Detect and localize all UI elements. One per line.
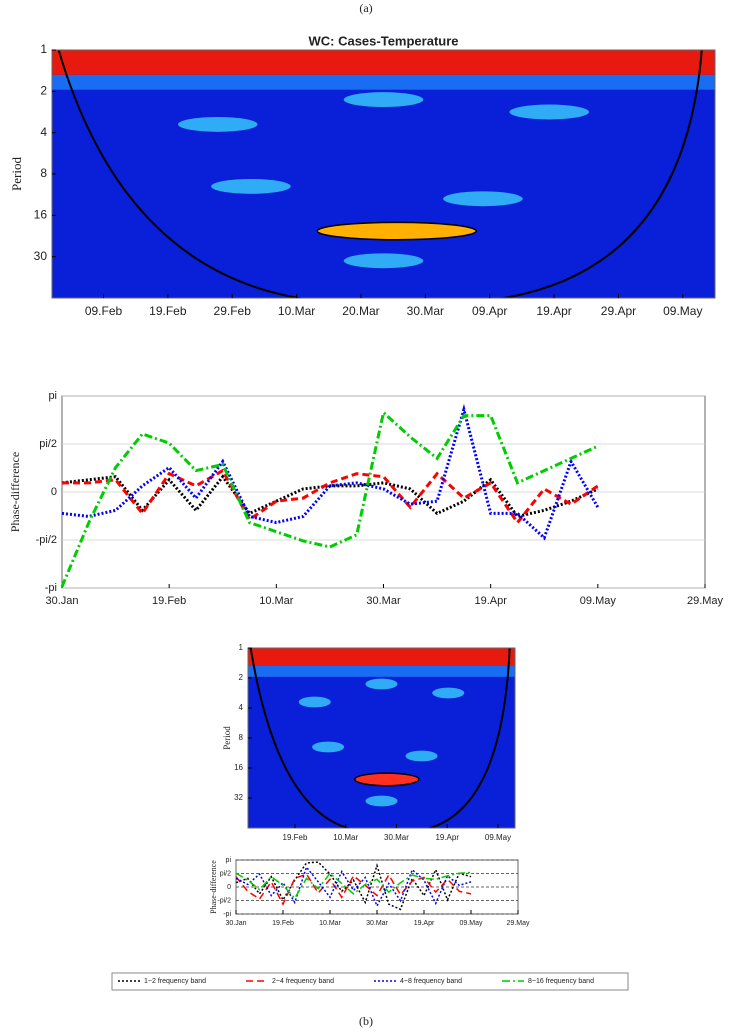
x-tick-label: 29.Apr (601, 304, 636, 318)
x-tick-label: 10.Mar (259, 595, 294, 607)
cone-of-influence (57, 50, 703, 298)
heatmap-blob (365, 795, 398, 807)
heatmap-blob (343, 92, 424, 108)
x-tick-label: 10.Mar (278, 304, 315, 318)
x-tick-label: 29.May (687, 595, 724, 607)
heatmap-band (52, 50, 715, 75)
y-tick-label: -pi/2 (36, 534, 57, 546)
y-tick-label: 8 (40, 166, 47, 180)
legend-box (111, 972, 629, 991)
y-tick-label: 0 (51, 486, 57, 498)
y-tick-label: -pi (45, 582, 57, 594)
x-tick-label: 29.Feb (214, 304, 252, 318)
x-tick-label: 19.Feb (272, 920, 294, 927)
x-tick-label: 19.Feb (283, 833, 308, 842)
series-line (60, 409, 599, 588)
x-tick-label: 09.May (580, 595, 617, 607)
heatmap-hot (354, 772, 420, 787)
x-tick-label: 09.Apr (472, 304, 507, 318)
heatmap-blob (211, 178, 291, 194)
y-axis-label: Period (222, 726, 232, 750)
x-tick-label: 09.Feb (85, 304, 123, 318)
y-tick-label: 2 (239, 673, 244, 682)
y-axis-label: Phase-difference (8, 452, 22, 532)
x-tick-label: 19.Apr (414, 920, 435, 927)
heatmap-blob (365, 678, 398, 690)
heatmap-blob (298, 696, 331, 708)
y-tick-label: pi (48, 390, 57, 402)
x-tick-label: 19.Feb (149, 304, 187, 318)
y-tick-label: 4 (40, 125, 47, 139)
heatmap-band (52, 74, 715, 90)
x-tick-label: 19.Apr (536, 304, 571, 318)
y-tick-label: pi/2 (220, 870, 231, 877)
heatmap-blob (177, 116, 258, 132)
series-line (61, 474, 599, 519)
legend-label: 1~2 frequency band (144, 978, 206, 985)
x-tick-label: 19.Apr (435, 833, 459, 842)
series-line (235, 861, 472, 911)
y-tick-label: pi/2 (39, 438, 57, 450)
y-tick-label: 1 (40, 42, 47, 56)
x-tick-label: 30.Jan (45, 595, 78, 607)
x-tick-label: 09.May (663, 304, 702, 318)
y-tick-label: 16 (234, 763, 243, 772)
x-tick-label: 19.Apr (474, 595, 507, 607)
y-tick-label: 8 (239, 733, 244, 742)
x-tick-label: 20.Mar (342, 304, 379, 318)
y-axis-label: Period (9, 157, 24, 191)
legend-label: 2~4 frequency band (272, 978, 334, 985)
x-tick-label: 09.May (485, 833, 511, 842)
y-tick-label: -pi (223, 911, 231, 918)
y-tick-label: 16 (34, 208, 48, 222)
x-tick-label: 30.Mar (384, 833, 409, 842)
heatmap (248, 648, 515, 828)
caption: (b) (359, 1014, 373, 1028)
heatmap-blob (443, 191, 523, 207)
heatmap-blob (405, 750, 438, 762)
y-tick-label: 32 (234, 793, 243, 802)
x-tick-label: 30.Mar (366, 595, 401, 607)
heatmap-blob (432, 687, 465, 699)
legend-label: 4~8 frequency band (400, 978, 462, 985)
heatmap (52, 50, 715, 298)
y-tick-label: pi (226, 857, 232, 864)
y-tick-label: 0 (227, 884, 231, 891)
heatmap-blob (343, 253, 424, 269)
x-tick-label: 10.Mar (333, 833, 358, 842)
heatmap-hot (316, 221, 478, 241)
heatmap-band (248, 666, 515, 677)
x-tick-label: 30.Mar (407, 304, 444, 318)
y-axis-label: Phase-difference (209, 860, 218, 914)
caption: (a) (359, 1, 372, 15)
y-tick-label: 30 (34, 249, 48, 263)
heatmap-blob (509, 104, 590, 120)
y-tick-label: 2 (40, 84, 47, 98)
x-tick-label: 30.Mar (366, 920, 388, 927)
x-tick-label: 10.Mar (319, 920, 341, 927)
heatmap-band (248, 648, 515, 666)
x-tick-label: 09.May (460, 920, 483, 927)
x-tick-label: 30.Jan (225, 920, 246, 927)
series-line (62, 468, 599, 526)
y-tick-label: -pi/2 (217, 897, 231, 904)
series-line (235, 871, 472, 900)
legend-label: 8~16 frequency band (528, 978, 594, 985)
series-line (61, 403, 600, 541)
x-tick-label: 19.Feb (152, 595, 186, 607)
chart-title: WC: Cases-Temperature (308, 33, 458, 48)
y-tick-label: 1 (239, 643, 244, 652)
y-tick-label: 4 (239, 703, 244, 712)
heatmap-blob (312, 741, 345, 753)
x-tick-label: 29.May (507, 920, 530, 927)
